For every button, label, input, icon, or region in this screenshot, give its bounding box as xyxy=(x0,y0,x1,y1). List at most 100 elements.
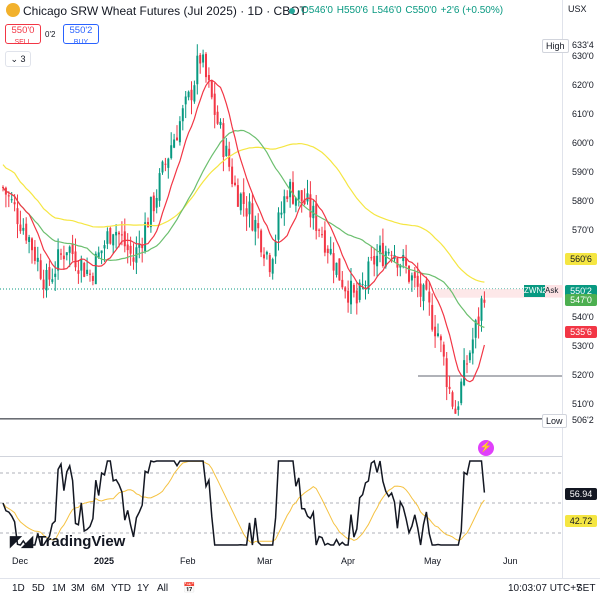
candle xyxy=(60,253,62,255)
sell-price: 550'0 xyxy=(11,25,35,36)
price-tick: 530'0 xyxy=(572,341,594,351)
price-tick: 510'0 xyxy=(572,399,594,409)
candle xyxy=(176,137,178,141)
candle xyxy=(364,284,367,287)
candle xyxy=(318,229,321,231)
candle xyxy=(228,148,231,167)
candle xyxy=(193,85,196,102)
ask-label: Ask xyxy=(545,285,563,297)
range-3m[interactable]: 3M xyxy=(71,583,85,594)
candle xyxy=(2,186,4,188)
currency-label[interactable]: USX xyxy=(568,4,587,14)
ma-mid-line xyxy=(2,129,485,329)
time-label-dec: Dec xyxy=(12,556,29,566)
candle xyxy=(350,280,352,305)
range-5d[interactable]: 5D xyxy=(32,583,45,594)
candle xyxy=(335,262,338,275)
candle xyxy=(225,145,228,157)
candle xyxy=(118,232,120,235)
price-tick: 580'0 xyxy=(572,196,594,206)
candle xyxy=(321,234,323,236)
candle xyxy=(410,275,413,281)
candle xyxy=(294,197,297,206)
ma-slow-line xyxy=(2,143,485,283)
settings-button[interactable]: SET xyxy=(576,583,596,594)
candle xyxy=(239,193,242,211)
time-axis[interactable] xyxy=(0,552,562,578)
candle xyxy=(437,333,439,336)
analysis-icon[interactable]: ⚡ xyxy=(478,440,494,456)
ask-zone xyxy=(435,289,562,298)
candle xyxy=(408,265,410,282)
candle xyxy=(106,231,109,244)
candle xyxy=(91,275,94,281)
candle xyxy=(306,193,309,202)
candle xyxy=(103,245,106,249)
range-1d[interactable]: 1D xyxy=(12,583,25,594)
candle xyxy=(390,254,393,256)
candle xyxy=(358,282,361,300)
close-value: C550'0 xyxy=(405,5,437,16)
sell-button[interactable]: 550'0 SELL xyxy=(5,24,41,46)
candle xyxy=(120,234,123,236)
ma-slow-value: 560'6 xyxy=(565,253,597,265)
candle xyxy=(367,261,370,290)
candle xyxy=(280,212,283,215)
ohlc-values: O546'0 H550'6 L546'0 C550'0 +2'6 (+0.50%… xyxy=(301,5,504,16)
date-range-icon[interactable]: 📅 xyxy=(183,583,196,594)
candle xyxy=(42,279,45,289)
candle xyxy=(303,199,306,205)
high-value: H550'6 xyxy=(336,5,369,16)
range-all[interactable]: All xyxy=(157,583,169,594)
price-tick: 630'0 xyxy=(572,51,594,61)
ma-mid-value: 547'0 xyxy=(565,294,597,306)
price-tick: 590'0 xyxy=(572,167,594,177)
time-label-jun: Jun xyxy=(503,556,518,566)
candle xyxy=(236,185,239,207)
candle xyxy=(147,222,149,228)
buy-button[interactable]: 550'2 BUY xyxy=(63,24,99,46)
symbol-title[interactable]: Chicago SRW Wheat Futures (Jul 2025) · 1… xyxy=(23,4,307,18)
candle xyxy=(109,227,112,244)
range-ytd[interactable]: YTD xyxy=(111,583,131,594)
rsi-ma-value: 42.72 xyxy=(565,515,597,527)
candle xyxy=(445,358,448,388)
pane-separator[interactable] xyxy=(0,456,562,457)
candle xyxy=(361,283,364,285)
candle xyxy=(158,173,161,201)
market-status-icon[interactable] xyxy=(289,8,295,14)
candle xyxy=(384,251,387,267)
candle xyxy=(65,252,68,256)
candle xyxy=(149,196,152,228)
candle xyxy=(33,246,36,261)
range-1y[interactable]: 1Y xyxy=(137,583,150,594)
price-tick: 540'0 xyxy=(572,312,594,322)
candle xyxy=(483,299,486,303)
price-chart[interactable] xyxy=(0,0,562,578)
candle xyxy=(245,208,248,217)
spread-value: 0'2 xyxy=(45,30,56,39)
candle xyxy=(274,241,277,257)
candle xyxy=(315,203,318,231)
indicators-collapse-button[interactable]: ⌄ 3 xyxy=(5,51,31,67)
candle xyxy=(62,255,65,260)
candle xyxy=(152,195,155,212)
chevron-down-icon: ⌄ xyxy=(10,54,18,64)
candle xyxy=(297,190,300,200)
candle xyxy=(234,182,236,185)
candle xyxy=(190,89,193,101)
candle xyxy=(25,223,28,241)
candle xyxy=(370,257,373,259)
candle xyxy=(202,54,205,63)
rsi-ma-line xyxy=(2,460,485,545)
range-1m[interactable]: 1M xyxy=(52,583,66,594)
indicator-count: 3 xyxy=(20,54,26,64)
clock[interactable]: 10:03:07 UTC+7 xyxy=(508,583,582,594)
price-tick: 610'0 xyxy=(572,109,594,119)
range-6m[interactable]: 6M xyxy=(91,583,105,594)
candle xyxy=(268,255,271,273)
candle xyxy=(187,91,190,98)
candle xyxy=(22,227,25,231)
candle xyxy=(167,158,170,168)
candle xyxy=(309,194,312,218)
